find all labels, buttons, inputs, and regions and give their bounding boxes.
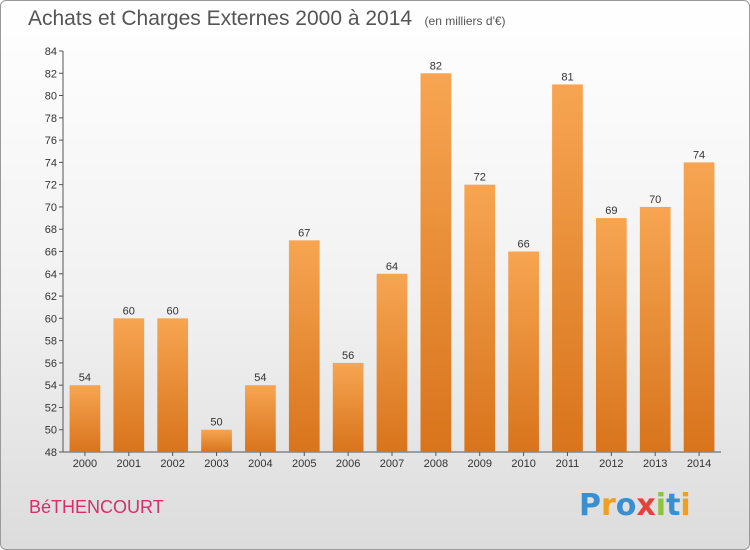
- bar-2005: [288, 240, 320, 452]
- bar-2001: [113, 318, 145, 452]
- bar-2011: [552, 84, 583, 453]
- x-tick-label: 2004: [248, 458, 272, 470]
- bar-2000: [69, 385, 101, 452]
- x-tick-label: 2003: [204, 458, 228, 470]
- y-tick-label: 60: [45, 313, 57, 325]
- bar-2013: [639, 206, 671, 452]
- y-tick-label: 84: [45, 46, 57, 58]
- y-tick-label: 70: [45, 202, 57, 214]
- bar-2002: [157, 318, 189, 452]
- x-tick-label: 2012: [599, 458, 623, 470]
- y-tick-label: 50: [45, 425, 57, 437]
- data-label-2000: 54: [79, 372, 91, 384]
- data-label-2008: 82: [430, 60, 442, 72]
- logo-letter: i: [680, 488, 691, 523]
- logo-letter: t: [666, 488, 681, 523]
- data-label-2011: 81: [561, 71, 573, 83]
- bar-2006: [332, 362, 364, 452]
- data-label-2014: 74: [693, 149, 705, 161]
- x-tick-label: 2010: [511, 458, 535, 470]
- y-tick-label: 52: [45, 402, 57, 414]
- commune-name: BéTHENCOURT: [29, 497, 164, 517]
- title-block: Achats et Charges Externes 2000 à 2014 (…: [28, 7, 506, 31]
- bar-2003: [201, 429, 232, 452]
- data-label-2012: 69: [605, 205, 617, 217]
- x-tick-label: 2000: [73, 458, 97, 470]
- proxiti-logo[interactable]: Proxiti: [579, 488, 691, 523]
- x-tick-label: 2006: [336, 458, 360, 470]
- x-tick-label: 2014: [687, 458, 711, 470]
- bar-2014: [683, 162, 715, 452]
- bar-2007: [376, 273, 408, 452]
- bar-2004: [245, 385, 276, 452]
- bar-2012: [595, 218, 627, 452]
- y-tick-label: 62: [45, 291, 57, 303]
- chart-unit-note: (en milliers d'€): [424, 14, 506, 28]
- x-tick-label: 2008: [424, 458, 448, 470]
- data-label-2010: 66: [517, 239, 529, 251]
- y-tick-label: 80: [45, 91, 57, 103]
- x-tick-label: 2001: [117, 458, 141, 470]
- x-tick-label: 2011: [556, 458, 580, 470]
- data-label-2002: 60: [167, 305, 179, 317]
- data-label-2001: 60: [123, 305, 135, 317]
- y-tick-label: 72: [45, 180, 57, 192]
- y-tick-label: 68: [45, 224, 57, 236]
- labels: 2000 54 2001 60 2002 60 2003 50 2004 54 2005 67 2006…: [73, 60, 712, 470]
- y-tick-label: 58: [45, 336, 57, 348]
- x-tick-label: 2007: [380, 458, 404, 470]
- data-label-2005: 67: [298, 227, 310, 239]
- y-tick-label: 76: [45, 135, 57, 147]
- data-label-2007: 64: [386, 261, 398, 273]
- data-label-2003: 50: [210, 417, 222, 429]
- bar-2010: [508, 251, 539, 452]
- y-tick-label: 78: [45, 113, 57, 125]
- x-tick-label: 2013: [643, 458, 667, 470]
- chart-title: Achats et Charges Externes 2000 à 2014: [28, 7, 413, 30]
- y-tick-label: 64: [45, 269, 57, 281]
- y-tick-label: 54: [45, 380, 57, 392]
- logo-letter: i: [655, 488, 667, 523]
- data-label-2004: 54: [254, 372, 266, 384]
- data-label-2006: 56: [342, 350, 354, 362]
- logo-letter: P: [579, 488, 601, 523]
- bars: [69, 73, 715, 453]
- y-tick-label: 56: [45, 358, 57, 370]
- x-tick-label: 2002: [160, 458, 184, 470]
- y-tick-label: 48: [45, 447, 57, 459]
- logo-letter: x: [636, 488, 656, 523]
- data-label-2009: 72: [474, 172, 486, 184]
- x-tick-label: 2005: [292, 458, 316, 470]
- data-label-2013: 70: [649, 194, 661, 206]
- x-tick-label: 2009: [467, 458, 491, 470]
- logo-letter: r: [601, 488, 616, 523]
- bar-2008: [420, 73, 452, 453]
- y-tick-label: 66: [45, 247, 57, 259]
- y-tick-label: 74: [45, 157, 57, 169]
- y-tick-label: 82: [45, 68, 57, 80]
- logo-letter: o: [615, 488, 637, 523]
- bar-2009: [464, 184, 496, 452]
